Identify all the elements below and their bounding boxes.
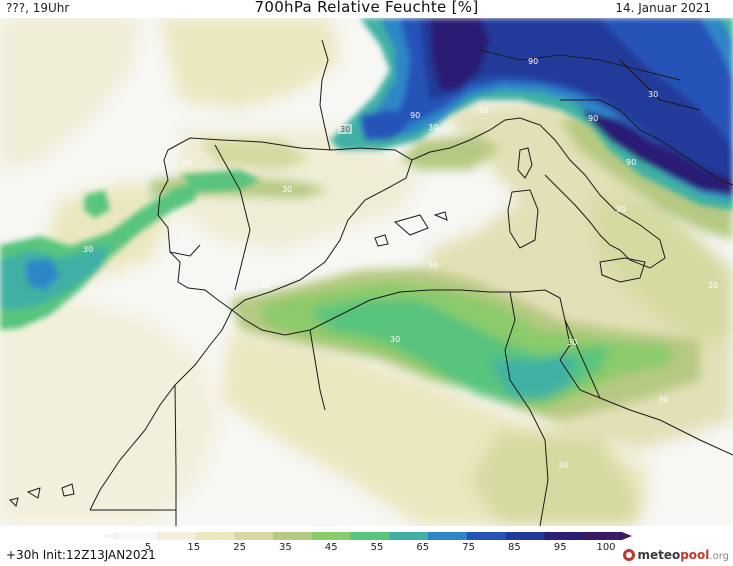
contour-label: 90 [528, 57, 538, 66]
svg-text:30: 30 [567, 338, 577, 347]
legend-bar: 5 15 25 35 45 55 65 75 85 95 100 [102, 532, 632, 550]
run-info: +30h Init:12Z13JAN2021 [6, 548, 156, 562]
svg-text:90: 90 [528, 57, 538, 66]
svg-text:30: 30 [340, 125, 350, 134]
legend-tip-right [622, 532, 632, 540]
brand-icon [623, 549, 636, 561]
map-title: 700hPa Relative Feuchte [%] [254, 0, 479, 16]
contour-label: 30 [83, 245, 93, 254]
brand-accent: pool [680, 548, 710, 562]
legend-tick-label: 15 [187, 542, 200, 550]
contour-label: 90 [588, 114, 598, 123]
svg-text:30: 30 [260, 281, 270, 290]
legend-tick-label: 5 [145, 542, 151, 550]
legend-swatch [544, 532, 584, 540]
title-bar: ???, 19Uhr 700hPa Relative Feuchte [%] 1… [0, 0, 733, 18]
legend-tick-label: 25 [233, 542, 246, 550]
contour-label: 30 [182, 159, 192, 168]
svg-text:90: 90 [626, 158, 636, 167]
svg-text:30: 30 [428, 261, 438, 270]
contour-label: 30 [558, 461, 568, 470]
svg-text:30: 30 [708, 281, 718, 290]
svg-text:30: 30 [648, 90, 658, 99]
legend-swatch [195, 532, 235, 540]
contour-label: 30 [390, 335, 400, 344]
legend-tick-label: 75 [462, 542, 475, 550]
valid-time-label: ???, 19Uhr [6, 1, 70, 15]
contour-label: 30 [567, 338, 577, 347]
legend-tick-label: 100 [596, 542, 615, 550]
legend-swatch [389, 532, 429, 540]
contour-label: 30 [648, 90, 658, 99]
contour-label: 30 [478, 106, 488, 115]
contour-label: 90 [626, 158, 636, 167]
date-label: 14. Januar 2021 [615, 1, 711, 15]
legend-swatch [311, 532, 352, 540]
contour-label: 30 [260, 281, 270, 290]
svg-text:90: 90 [588, 114, 598, 123]
coastlines [9, 39, 733, 526]
svg-text:30: 30 [182, 159, 192, 168]
legend-swatch [428, 532, 468, 540]
contour-label: 30 [282, 185, 292, 194]
contour-label: 90 [410, 111, 420, 120]
legend-tick-label: 85 [508, 542, 521, 550]
svg-text:30: 30 [558, 461, 568, 470]
legend-tick-label: 55 [371, 542, 384, 550]
svg-text:30: 30 [83, 245, 93, 254]
contour-label: 30 [428, 123, 438, 132]
brand-suffix: .org [709, 551, 729, 562]
humidity-fill-high [330, 18, 733, 210]
contour-label: 30 [658, 395, 668, 404]
contour-label: 30 [338, 124, 352, 134]
legend-tip-left [102, 532, 118, 540]
legend-swatch [350, 532, 390, 540]
svg-text:30: 30 [390, 335, 400, 344]
legend-swatch [505, 532, 545, 540]
svg-text:90: 90 [410, 111, 420, 120]
legend-tick-label: 35 [279, 542, 292, 550]
legend-swatch [118, 532, 158, 540]
contour-label: 30 [708, 281, 718, 290]
svg-text:30: 30 [282, 185, 292, 194]
legend-tick-label: 65 [416, 542, 429, 550]
legend-swatch [273, 532, 313, 540]
brand-logo[interactable]: meteopool.org [623, 548, 729, 562]
legend-tick-label: 45 [325, 542, 338, 550]
legend-tick-label: 95 [554, 542, 567, 550]
svg-text:30: 30 [428, 123, 438, 132]
contour-labels: 30 30 30 90 30 90 30 90 30 90 30 30 30 3… [83, 57, 718, 470]
contour-label: 30 [428, 261, 438, 270]
contour-label: 30 [616, 205, 626, 214]
humidity-fill-atlantic [0, 170, 260, 330]
humidity-map: 30 30 30 90 30 90 30 90 30 90 30 30 30 3… [0, 18, 733, 526]
brand-main: meteo [637, 548, 681, 562]
legend-swatch [156, 532, 197, 540]
legend-swatch [583, 532, 623, 540]
svg-text:30: 30 [658, 395, 668, 404]
svg-text:30: 30 [616, 205, 626, 214]
svg-text:30: 30 [478, 106, 488, 115]
legend-swatch [466, 532, 507, 540]
legend-swatch [234, 532, 274, 540]
color-legend: 5 15 25 35 45 55 65 75 85 95 100 [0, 526, 733, 566]
